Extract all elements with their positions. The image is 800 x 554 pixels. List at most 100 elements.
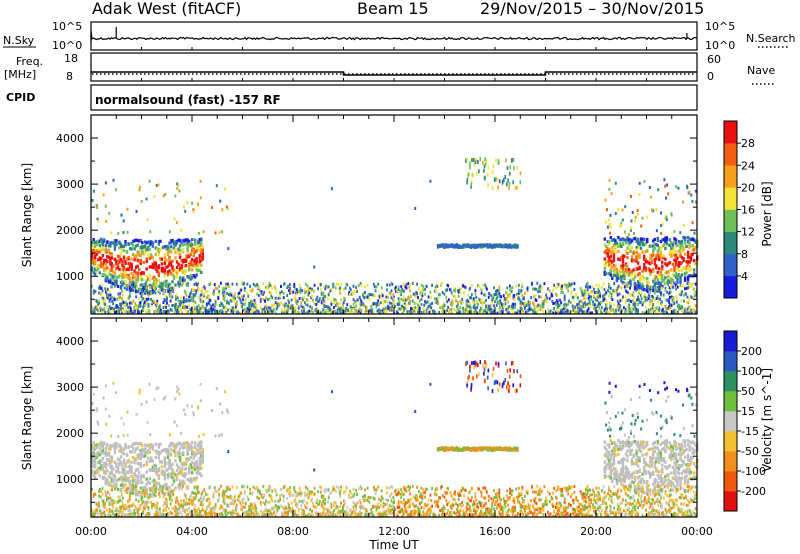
power-cell <box>630 255 634 259</box>
power-cell <box>521 285 524 289</box>
power-cell <box>470 311 472 315</box>
power-cell <box>293 285 296 288</box>
power-cell <box>686 307 689 311</box>
power-cell <box>392 308 395 312</box>
power-cell <box>153 283 156 287</box>
velocity-cell <box>98 460 101 464</box>
power-cell <box>424 310 426 314</box>
power-cell <box>338 307 341 311</box>
power-cell <box>124 300 127 304</box>
freq-label: Freq. <box>16 55 43 68</box>
power-cell <box>441 282 443 286</box>
power-cell <box>473 299 476 303</box>
power-cell <box>153 195 156 198</box>
nsky-panel <box>90 21 698 51</box>
power-cell <box>676 274 679 278</box>
power-cell <box>676 310 679 314</box>
power-cell <box>624 289 627 293</box>
power-cell <box>319 311 322 315</box>
power-cell <box>532 309 534 313</box>
power-cell <box>154 280 157 284</box>
power-cell <box>435 297 438 301</box>
power-cell <box>163 271 167 275</box>
colorbar-tick-label: 4 <box>741 270 748 283</box>
power-cell <box>364 285 366 289</box>
power-cell <box>628 233 630 236</box>
power-cell <box>670 277 673 281</box>
power-cell <box>670 303 673 307</box>
power-cell <box>429 303 432 307</box>
velocity-cell <box>150 444 153 448</box>
power-cell <box>403 301 406 305</box>
colorbar-tick-label: 24 <box>741 159 755 172</box>
velocity-cell <box>201 455 204 459</box>
power-cell <box>643 254 646 258</box>
power-cell <box>694 189 697 193</box>
power-cell <box>213 283 216 287</box>
power-cell <box>498 308 501 312</box>
power-cell <box>104 310 107 314</box>
velocity-cell <box>172 471 176 475</box>
velocity-cell <box>139 448 142 453</box>
power-cell <box>563 283 566 287</box>
power-cell <box>641 303 644 307</box>
power-cell <box>171 266 174 270</box>
velocity-cell <box>609 439 612 443</box>
power-cell <box>510 244 513 248</box>
power-cell <box>393 303 395 307</box>
velocity-cell <box>103 464 106 468</box>
power-cell <box>664 262 667 266</box>
power-cell <box>621 257 625 261</box>
power-cell <box>694 261 697 265</box>
power-cell <box>651 295 654 298</box>
power-cell <box>167 304 170 308</box>
power-cell <box>197 309 200 313</box>
power-cell <box>612 243 616 247</box>
power-cell <box>641 216 644 220</box>
power-cell <box>626 299 629 302</box>
power-cell <box>107 280 111 284</box>
power-cell <box>187 282 190 286</box>
velocity-cell <box>156 451 159 455</box>
velocity-cell <box>603 469 606 473</box>
power-cell <box>493 178 496 183</box>
velocity-cell <box>174 446 177 450</box>
power-cell <box>682 258 685 263</box>
power-cell <box>646 290 649 294</box>
power-cell <box>561 284 563 288</box>
power-cell <box>471 310 474 314</box>
power-cell <box>372 282 375 286</box>
velocity-cell <box>148 486 151 490</box>
power-cell <box>643 267 646 271</box>
power-cell <box>97 258 100 262</box>
power-cell <box>486 245 489 249</box>
power-cell <box>602 282 605 286</box>
power-cell <box>613 310 616 314</box>
velocity-cell <box>122 476 126 480</box>
power-cell <box>512 306 515 310</box>
freq-panel <box>90 52 698 82</box>
power-cell <box>688 190 691 194</box>
power-cell <box>609 236 612 240</box>
power-cell <box>605 271 608 275</box>
power-cell <box>443 304 446 308</box>
power-cell <box>652 248 655 252</box>
velocity-cell <box>136 455 139 459</box>
power-cell <box>163 258 167 262</box>
velocity-cell <box>144 454 147 458</box>
power-cell <box>498 243 501 246</box>
power-cell <box>688 269 691 273</box>
power-cell <box>669 296 671 299</box>
velocity-cell <box>201 450 204 454</box>
power-cell <box>166 273 170 277</box>
velocity-cell <box>177 465 180 469</box>
power-cell <box>605 263 608 267</box>
power-cell <box>103 272 106 276</box>
power-cell <box>658 290 661 294</box>
colorbar-tick-label: 20 <box>741 181 755 194</box>
power-cell <box>182 303 184 307</box>
power-cell <box>617 208 620 212</box>
power-cell <box>178 279 182 283</box>
velocity-cell <box>148 450 151 454</box>
power-cell <box>309 289 312 292</box>
